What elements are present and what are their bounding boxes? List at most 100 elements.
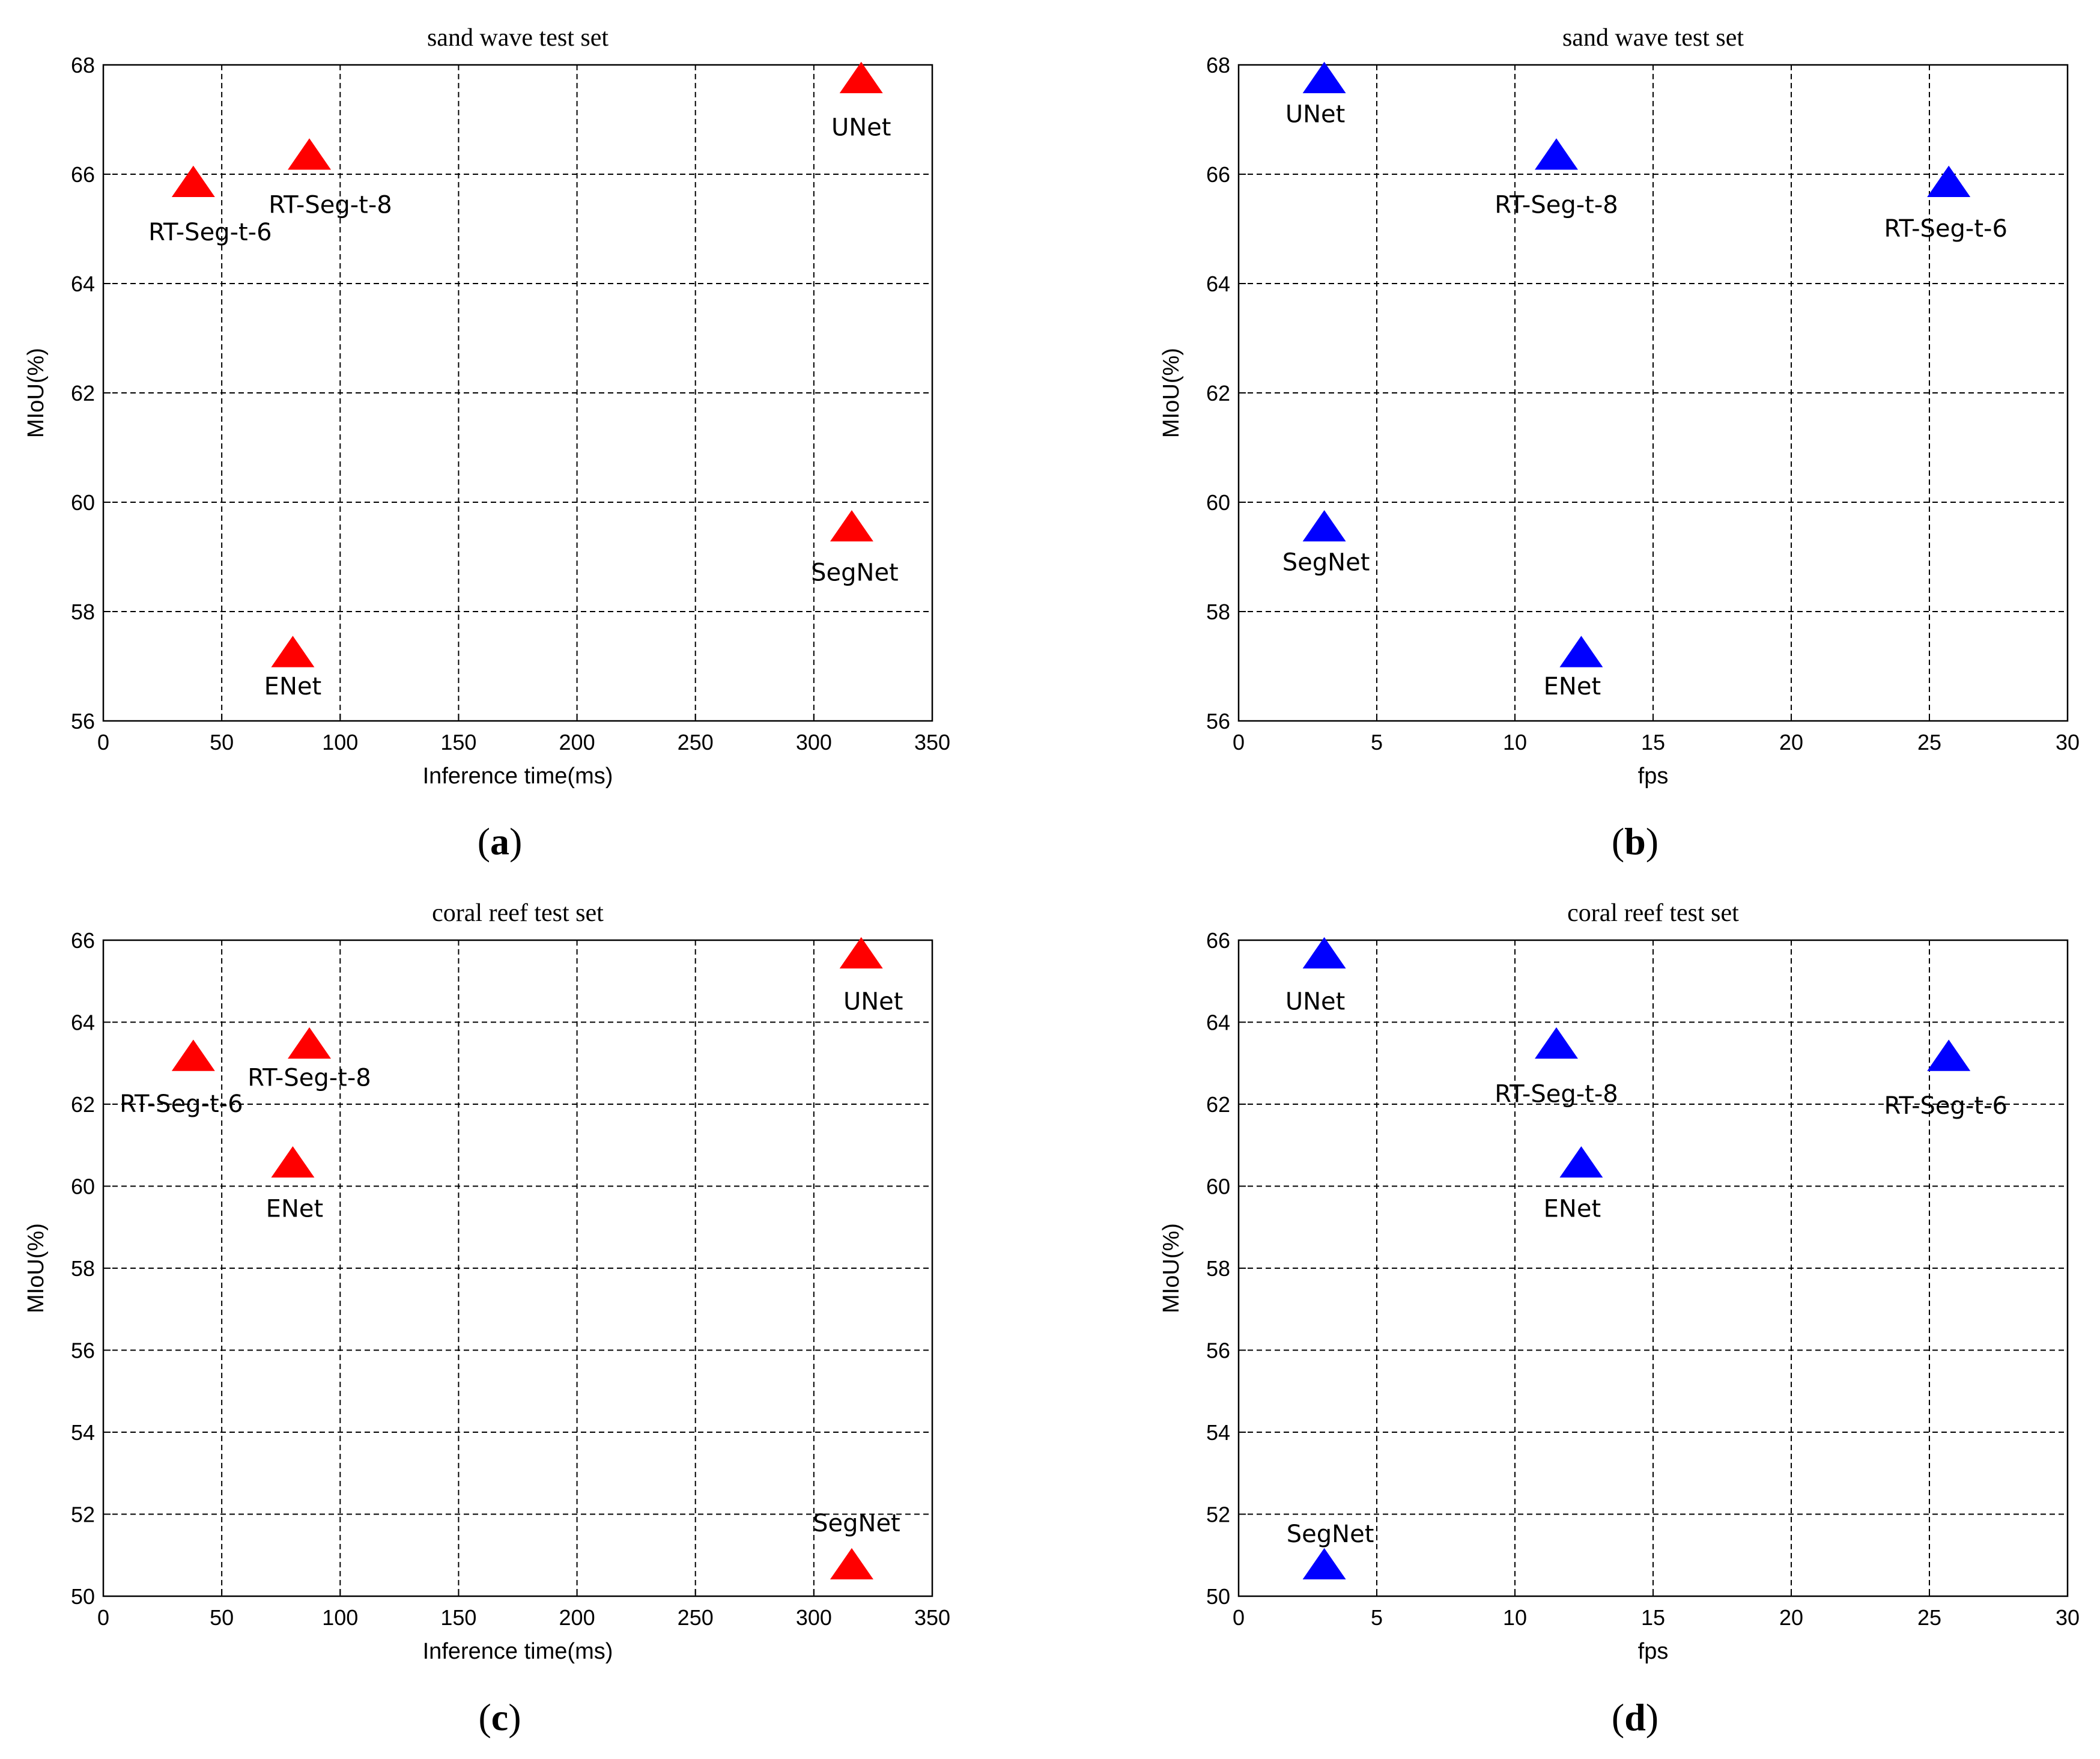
point-label-rt-seg-t-8: RT-Seg-t-8 xyxy=(1495,192,1618,219)
caption-close-paren: ) xyxy=(508,1696,521,1739)
y-axis-label: MIoU(%) xyxy=(23,348,49,438)
y-tick-label: 58 xyxy=(71,600,95,624)
marker-rt-seg-t-8 xyxy=(1535,138,1578,170)
chart-a: 0 50 100 150 200 250 300 350 56 58 60 62 64 66 68 sand … xyxy=(23,24,950,863)
x-tick-label: 0 xyxy=(1233,1605,1245,1630)
caption-open-paren: ( xyxy=(478,820,490,863)
x-tick-label: 350 xyxy=(914,1605,950,1630)
marker-segnet xyxy=(830,510,873,542)
y-tick-label: 68 xyxy=(71,53,95,77)
x-tick-label: 250 xyxy=(678,730,714,755)
point-label-rt-seg-t-6: RT-Seg-t-6 xyxy=(1884,215,2007,243)
chart-c: 0 50 100 150 200 250 300 350505254565860626466c… xyxy=(23,899,950,1739)
x-tick-label: 150 xyxy=(440,1605,476,1630)
x-tick-label: 15 xyxy=(1641,1605,1665,1630)
point-label-unet: UNet xyxy=(1285,100,1346,128)
x-axis-label: Inference time(ms) xyxy=(423,1639,613,1664)
x-tick-label: 5 xyxy=(1371,1605,1383,1630)
y-tick-label: 50 xyxy=(1206,1584,1230,1609)
y-tick-label: 62 xyxy=(1206,381,1230,406)
x-tick-label: 100 xyxy=(322,1605,358,1630)
point-label-enet: ENet xyxy=(1544,1195,1601,1223)
marker-rt-seg-t-6 xyxy=(171,1039,215,1071)
y-tick-label: 60 xyxy=(1206,1174,1230,1199)
subfigure-caption: (a) xyxy=(478,820,523,863)
marker-unet xyxy=(839,61,883,94)
chart-b: 0 5 10 15 20 25 30 56 58 60 62 64 66 68 sand wave test… xyxy=(1159,24,2080,863)
chart-d: 0 5 10 15 20 25 30 50 52 54 56 58 60 62 64 66 coral reef… xyxy=(1159,899,2080,1739)
y-tick-label: 66 xyxy=(71,162,95,187)
chart-title: coral reef test set xyxy=(1567,899,1739,927)
chart-title: coral reef test set xyxy=(432,899,604,927)
x-tick-label: 0 xyxy=(97,1605,109,1630)
marker-rt-seg-t-6 xyxy=(171,165,215,197)
x-tick-label: 20 xyxy=(1779,1605,1803,1630)
y-tick-label: 66 xyxy=(1206,162,1230,187)
marker-segnet xyxy=(830,1548,873,1580)
point-label-rt-seg-t-6: RT-Seg-t-6 xyxy=(1884,1092,2007,1120)
y-tick-label: 64 xyxy=(1206,1010,1230,1035)
y-tick-label: 56 xyxy=(1206,709,1230,734)
caption-open-paren: ( xyxy=(1612,1696,1624,1739)
y-tick-label: 64 xyxy=(71,1010,95,1035)
point-label-unet: UNet xyxy=(843,988,903,1015)
y-tick-label: 66 xyxy=(71,928,95,953)
caption-letter: a xyxy=(490,820,509,863)
x-tick-label: 10 xyxy=(1503,730,1527,755)
subfigure-caption: (d) xyxy=(1612,1696,1658,1739)
marker-unet xyxy=(839,937,883,969)
y-tick-label: 60 xyxy=(71,1174,95,1199)
point-label-enet: ENet xyxy=(1544,673,1601,700)
y-tick-label: 62 xyxy=(1206,1092,1230,1117)
x-tick-label: 10 xyxy=(1503,1605,1527,1630)
caption-letter: b xyxy=(1624,820,1646,863)
y-tick-label: 54 xyxy=(1206,1420,1230,1445)
y-tick-label: 56 xyxy=(1206,1338,1230,1363)
caption-close-paren: ) xyxy=(509,820,522,863)
point-label-rt-seg-t-8: RT-Seg-t-8 xyxy=(1495,1080,1618,1108)
caption-close-paren: ) xyxy=(1646,1696,1658,1739)
y-tick-label: 56 xyxy=(71,709,95,734)
marker-rt-seg-t-8 xyxy=(288,1027,332,1059)
subfigure-caption: (c) xyxy=(478,1696,521,1739)
y-tick-label: 52 xyxy=(71,1502,95,1527)
marker-unet xyxy=(1302,61,1346,94)
x-tick-label: 0 xyxy=(97,730,109,755)
y-axis-label: MIoU(%) xyxy=(1159,348,1184,438)
point-label-segnet: SegNet xyxy=(1287,1521,1374,1548)
y-axis-label: MIoU(%) xyxy=(1159,1223,1184,1313)
x-tick-label: 25 xyxy=(1917,1605,1941,1630)
y-tick-label: 58 xyxy=(1206,600,1230,624)
point-label-rt-seg-t-6: RT-Seg-t-6 xyxy=(148,219,272,246)
x-tick-label: 300 xyxy=(796,730,832,755)
x-tick-label: 250 xyxy=(678,1605,714,1630)
x-tick-label: 30 xyxy=(2056,1605,2080,1630)
point-label-rt-seg-t-8: RT-Seg-t-8 xyxy=(269,192,392,219)
marker-rt-seg-t-6 xyxy=(1927,1039,1971,1071)
x-tick-label: 20 xyxy=(1779,730,1803,755)
point-label-enet: ENet xyxy=(264,673,322,700)
x-tick-label: 15 xyxy=(1641,730,1665,755)
y-tick-label: 64 xyxy=(1206,272,1230,296)
marker-rt-seg-t-6 xyxy=(1927,165,1971,197)
x-tick-label: 0 xyxy=(1233,730,1245,755)
y-tick-label: 56 xyxy=(71,1338,95,1363)
y-tick-label: 50 xyxy=(71,1584,95,1609)
x-tick-label: 300 xyxy=(796,1605,832,1630)
x-tick-label: 350 xyxy=(914,730,950,755)
point-label-segnet: SegNet xyxy=(811,559,899,587)
point-label-segnet: SegNet xyxy=(813,1510,900,1537)
point-label-segnet: SegNet xyxy=(1282,549,1370,577)
y-tick-label: 58 xyxy=(71,1256,95,1281)
caption-letter: d xyxy=(1624,1696,1646,1739)
y-tick-label: 60 xyxy=(1206,490,1230,515)
y-tick-label: 64 xyxy=(71,272,95,296)
y-tick-label: 54 xyxy=(71,1420,95,1445)
x-tick-label: 30 xyxy=(2056,730,2080,755)
point-label-rt-seg-t-8: RT-Seg-t-8 xyxy=(247,1064,371,1092)
point-label-unet: UNet xyxy=(831,114,891,141)
y-tick-label: 62 xyxy=(71,381,95,406)
x-axis-label: Inference time(ms) xyxy=(423,764,613,789)
caption-letter: c xyxy=(491,1696,508,1739)
marker-enet xyxy=(1559,636,1603,667)
